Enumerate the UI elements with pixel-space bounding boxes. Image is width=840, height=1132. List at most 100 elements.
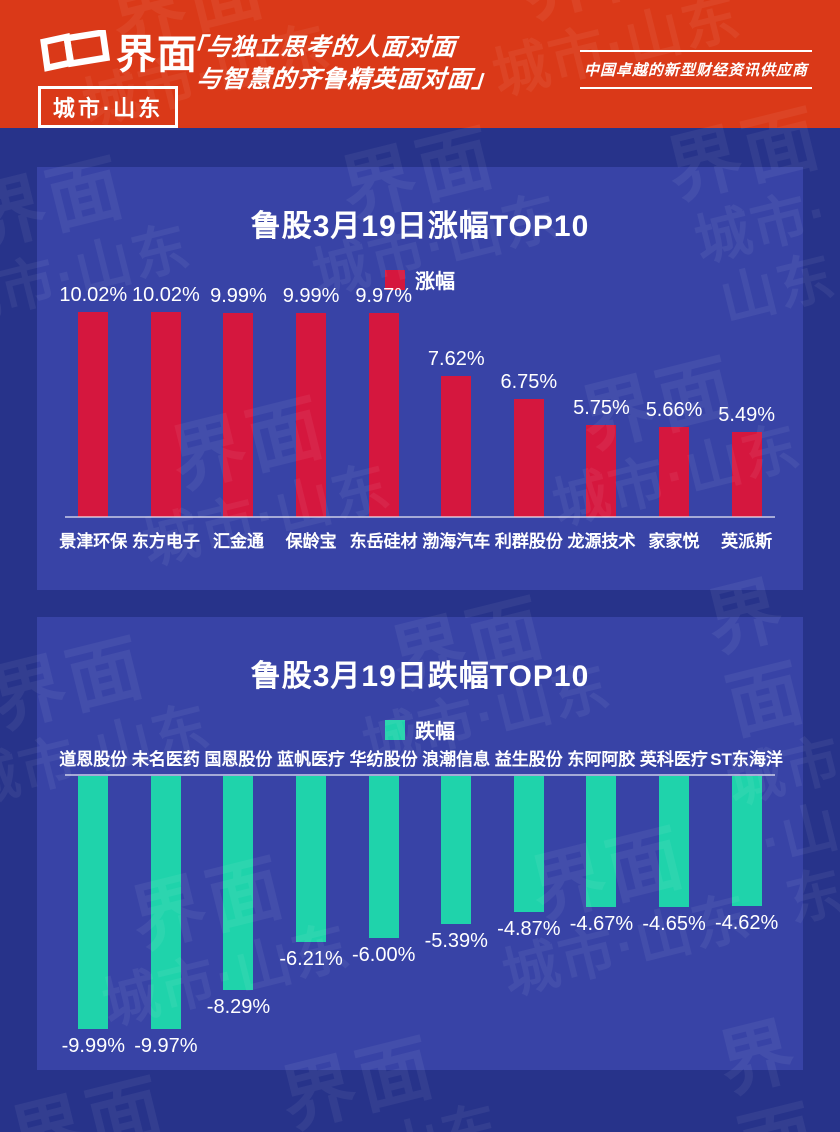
bar — [223, 313, 254, 517]
loss-bars-area: -9.99% -9.97% -8.29% -6.21% -6.00% -5.39% -4.8… — [57, 776, 783, 1066]
bar-value-label: -4.87% — [497, 918, 561, 940]
bar-value-label: 9.99% — [210, 285, 267, 307]
bar-column: 9.99% — [275, 275, 348, 517]
bar-value-label: 6.75% — [500, 371, 558, 393]
bar-value-label: -5.39% — [424, 930, 488, 952]
panel-loss-chart: 鲁股3月19日跌幅TOP10 跌幅 道恩股份 未名医药 国恩股份 蓝帆医疗 华纺股份 浪潮… — [37, 617, 803, 1070]
category-label: 东方电子 — [131, 532, 200, 551]
bar — [150, 312, 181, 517]
category-label: 英科医疗 — [639, 750, 708, 769]
bar — [368, 313, 399, 517]
category-label: 华纺股份 — [349, 750, 418, 769]
category-label: 利群股份 — [494, 532, 563, 551]
category-label: 浪潮信息 — [422, 750, 491, 769]
bar-column: 5.49% — [710, 275, 783, 517]
category-label: 龙源技术 — [567, 532, 636, 551]
bar-value-label: 5.75% — [573, 397, 630, 419]
bar-column: -8.29% — [202, 776, 275, 1066]
logo-region-badge: 城市·山东 — [38, 86, 178, 128]
category-label: 渤海汽车 — [422, 532, 491, 551]
category-label: 景津环保 — [59, 532, 128, 551]
category-label: 汇金通 — [212, 532, 264, 551]
bar-column: 9.97% — [347, 275, 420, 517]
bar-value-label: 9.99% — [282, 285, 340, 307]
bar — [586, 425, 617, 517]
loss-legend: 跌幅 — [37, 715, 803, 744]
bar-column: -6.00% — [347, 776, 420, 1066]
tagline: 中国卓越的新型财经资讯供应商 — [579, 50, 812, 89]
bar-column: -4.62% — [710, 776, 783, 1066]
loss-legend-swatch — [385, 719, 405, 740]
bar — [223, 776, 254, 990]
bar — [296, 776, 327, 942]
bar-value-label: 10.02% — [59, 284, 128, 306]
jiemian-logo: 界面 城市·山东 — [38, 28, 198, 128]
bar-value-label: -9.99% — [61, 1035, 125, 1057]
bar — [659, 427, 690, 517]
category-label: 国恩股份 — [204, 750, 273, 769]
bar-column: -9.97% — [130, 776, 203, 1066]
bar-column: -4.87% — [493, 776, 566, 1066]
bar-value-label: -9.97% — [134, 1035, 198, 1057]
bar-column: -4.65% — [638, 776, 711, 1066]
category-label: 家家悦 — [648, 532, 700, 551]
bar-column: 10.02% — [130, 275, 203, 517]
bar — [586, 776, 617, 907]
bar-value-label: 5.66% — [645, 399, 703, 421]
bar-value-label: -4.65% — [642, 913, 706, 935]
bar — [78, 776, 109, 1029]
bar — [731, 776, 762, 906]
jiemian-logo-mark-icon — [38, 28, 111, 79]
bar-column: -6.21% — [275, 776, 348, 1066]
bar-column: -4.67% — [565, 776, 638, 1066]
watermark-sub-text: 城市·山东 — [246, 1094, 507, 1132]
logo-text: 界面 — [116, 32, 198, 77]
loss-chart-title: 鲁股3月19日跌幅TOP10 — [250, 660, 590, 693]
bar — [150, 776, 181, 1029]
bar-value-label: -4.67% — [569, 913, 634, 935]
bar-column: 6.75% — [493, 275, 566, 517]
slogan-line-1: 「与独立思考的人面对面 — [180, 34, 458, 61]
bar-value-label: 7.62% — [427, 348, 485, 370]
category-label: 保龄宝 — [285, 532, 337, 551]
category-label: 蓝帆医疗 — [277, 750, 346, 769]
category-label: 道恩股份 — [59, 750, 128, 769]
bar-column: 10.02% — [57, 275, 130, 517]
bar-column: 5.75% — [565, 275, 638, 517]
category-label: 未名医药 — [131, 750, 200, 769]
slogan-line-2: 与智慧的齐鲁精英面对面」 — [195, 66, 498, 94]
category-label: 英派斯 — [721, 532, 773, 551]
bar-value-label: -6.00% — [351, 944, 416, 966]
bar — [441, 376, 472, 517]
bar — [731, 432, 762, 517]
category-label: 东阿阿胶 — [567, 750, 636, 769]
gain-legend-swatch — [385, 269, 405, 290]
bar — [513, 776, 544, 912]
loss-legend-label: 跌幅 — [415, 721, 455, 743]
gain-legend-label: 涨幅 — [415, 271, 455, 293]
bar-value-label: 5.49% — [718, 404, 775, 426]
bar-value-label: -4.62% — [714, 912, 779, 934]
category-label: 东岳硅材 — [349, 532, 418, 551]
gain-bars-area: 10.02% 10.02% 9.99% 9.99% 9.97% 7.62% 6.75% 5.7… — [57, 275, 783, 517]
header-banner: 界面 城市·山东 「与独立思考的人面对面 与智慧的齐鲁精英面对面」 中国卓越的新… — [0, 0, 840, 128]
bar — [513, 399, 544, 517]
bar-value-label: -8.29% — [206, 996, 271, 1018]
loss-axis-line — [65, 774, 775, 776]
bar-column: -9.99% — [57, 776, 130, 1066]
slogan: 「与独立思考的人面对面 与智慧的齐鲁精英面对面」 — [178, 32, 501, 97]
gain-axis-line — [65, 516, 775, 518]
panel-gain-chart: 鲁股3月19日涨幅TOP10 涨幅 10.02% 10.02% 9.99% 9.99%… — [37, 167, 803, 590]
bar-column: 7.62% — [420, 275, 493, 517]
loss-category-labels: 道恩股份 未名医药 国恩股份 蓝帆医疗 华纺股份 浪潮信息 益生股份 东阿阿胶 英科医疗 ST东海… — [57, 745, 783, 770]
bar-column: 9.99% — [202, 275, 275, 517]
bar — [78, 312, 109, 517]
gain-category-labels: 景津环保 东方电子 汇金通 保龄宝 东岳硅材 渤海汽车 利群股份 龙源技术 家家悦 英派斯 — [57, 527, 783, 552]
bar — [368, 776, 399, 938]
category-label: 益生股份 — [494, 750, 563, 769]
bar-value-label: 9.97% — [355, 285, 413, 307]
gain-legend: 涨幅 — [37, 265, 803, 294]
bar-column: 5.66% — [638, 275, 711, 517]
bar-column: -5.39% — [420, 776, 493, 1066]
